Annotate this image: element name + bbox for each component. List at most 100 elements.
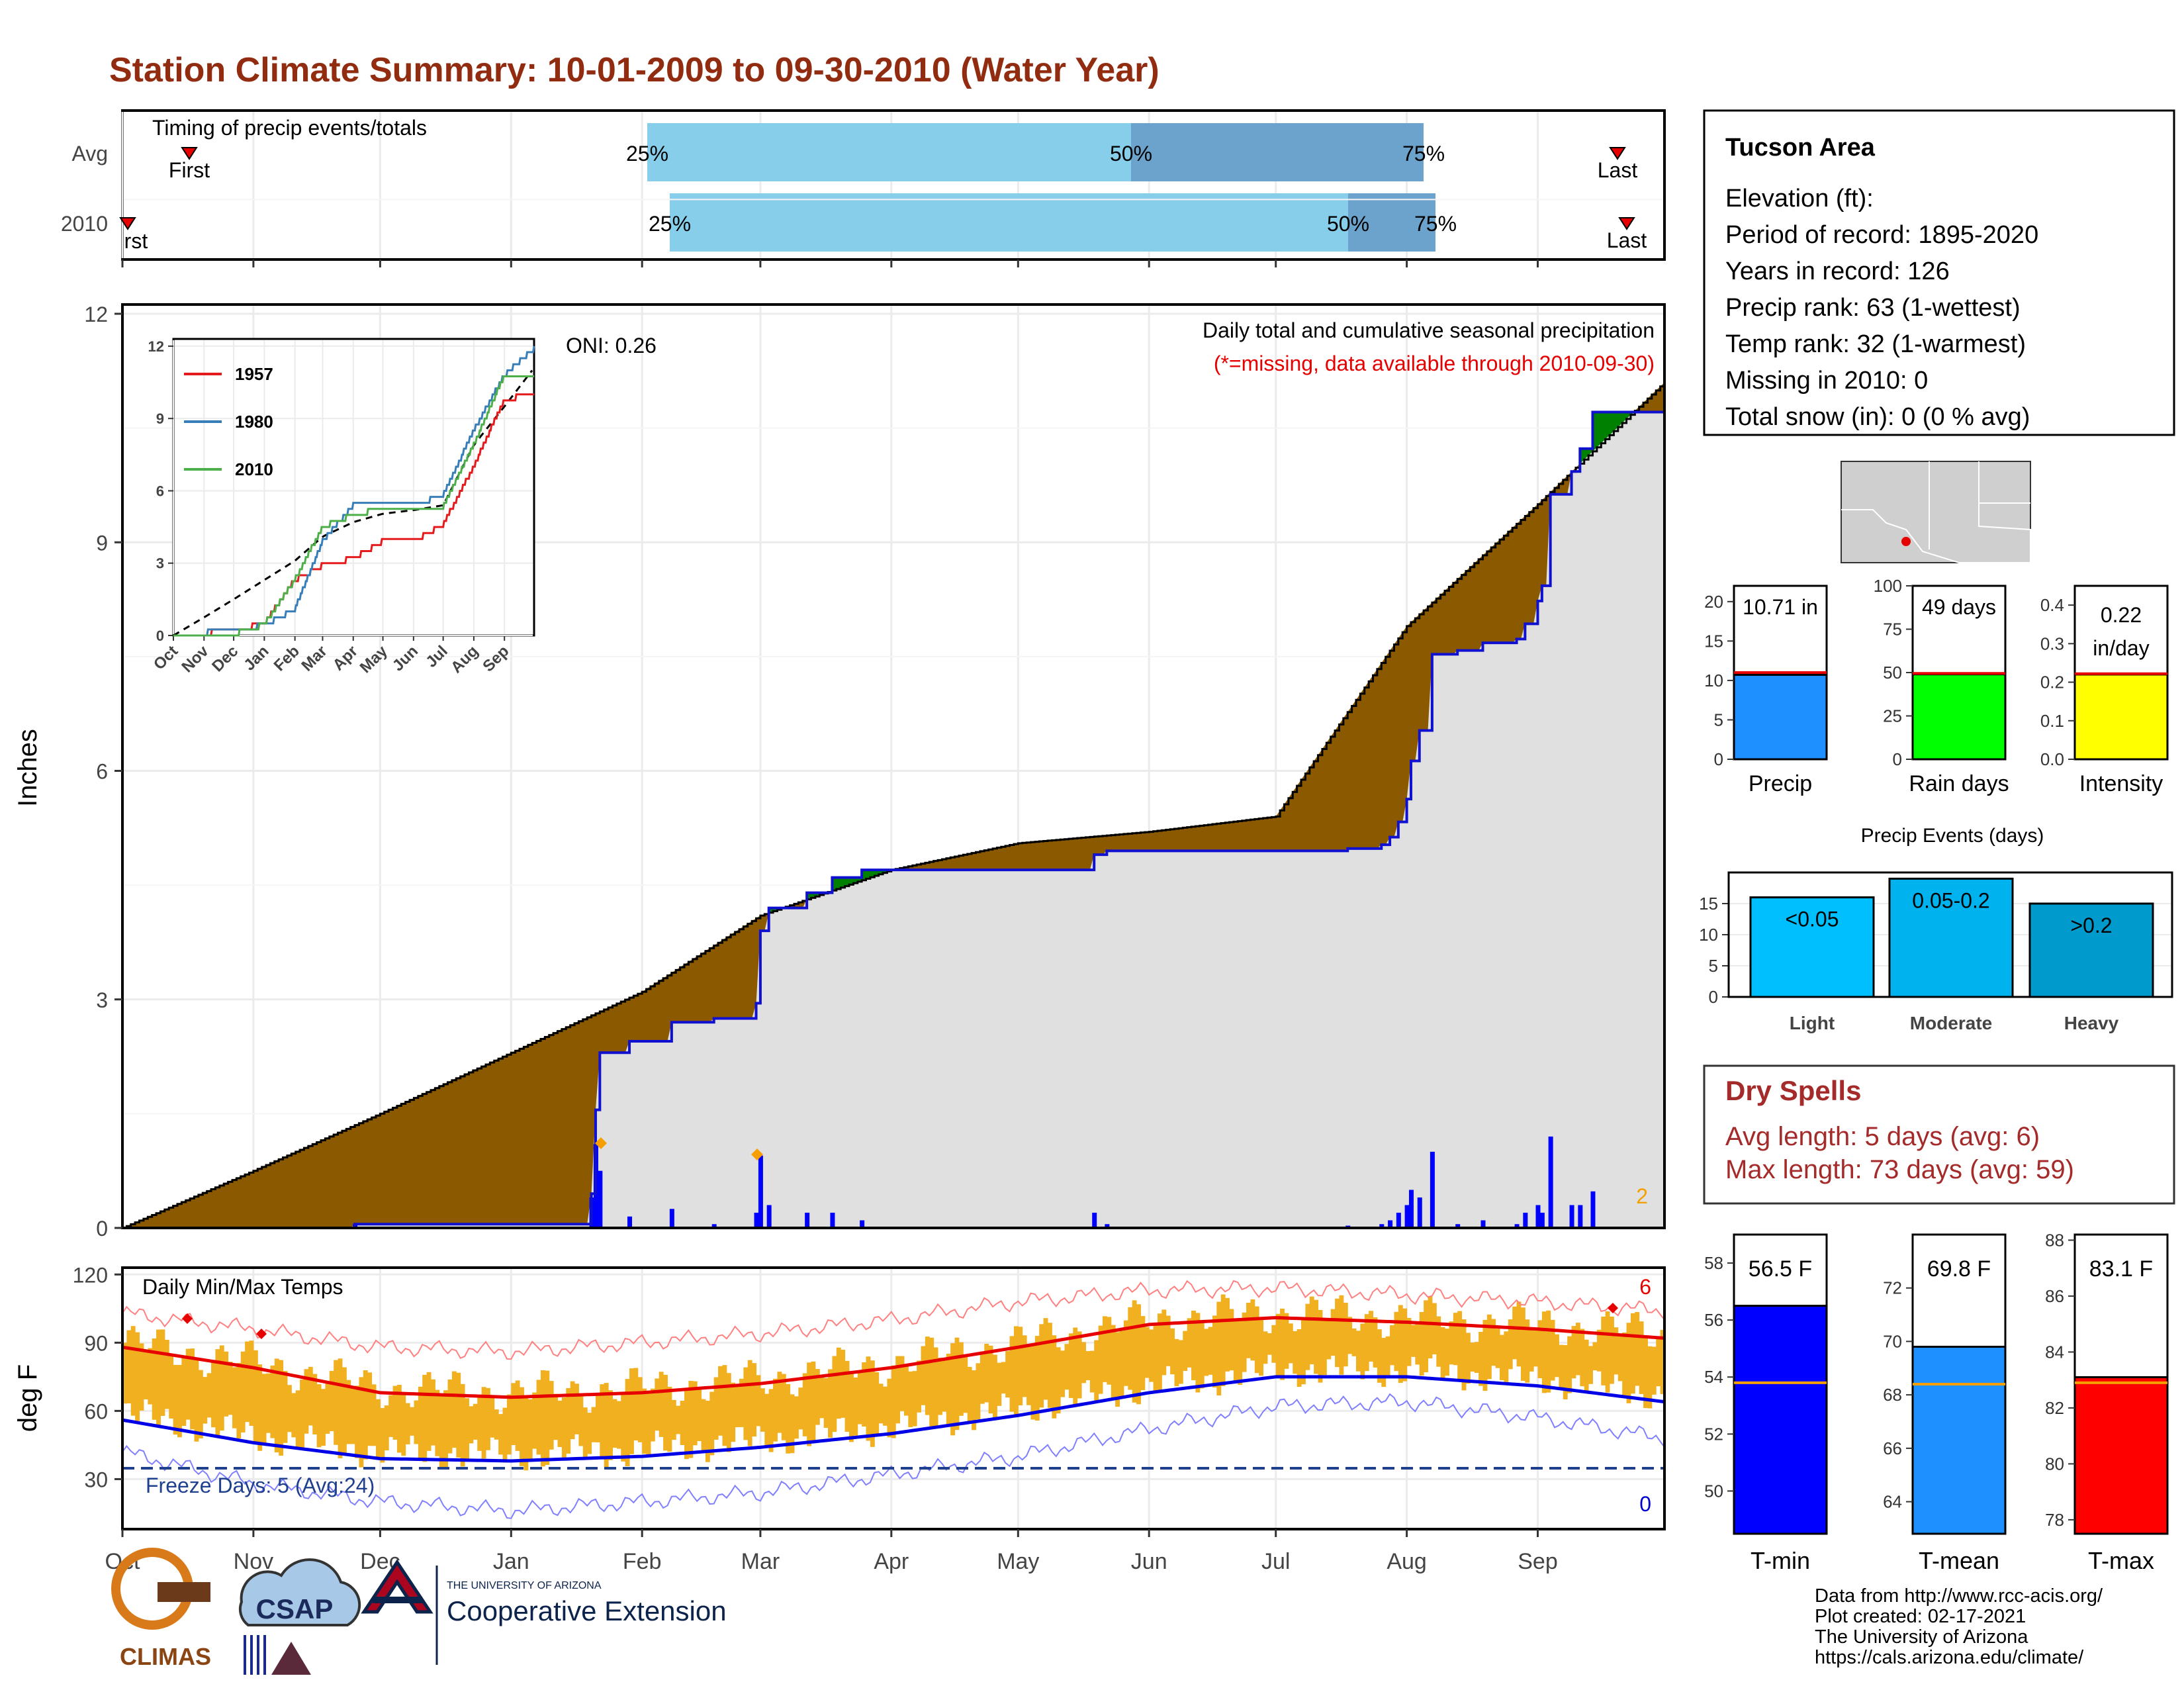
- inset-series-line: [173, 375, 534, 637]
- daily-temp-bar: [781, 1374, 786, 1440]
- daily-temp-bar: [676, 1405, 681, 1434]
- daily-temp-bar: [718, 1366, 723, 1436]
- events-category: Moderate: [1910, 1013, 1992, 1033]
- timing-row-avg: Avg: [71, 142, 108, 165]
- temp-bar-label: T-max: [2088, 1547, 2154, 1574]
- daily-temp-bar: [566, 1387, 571, 1454]
- daily-temp-bar: [1596, 1329, 1602, 1372]
- daily-temp-bar: [764, 1393, 770, 1448]
- daily-temp-bar: [1470, 1342, 1475, 1372]
- daily-temp-bar: [979, 1351, 985, 1404]
- daily-temp-bar: [465, 1398, 469, 1460]
- daily-temp-bar: [946, 1354, 951, 1425]
- daily-temp-bar: [866, 1356, 871, 1441]
- daily-temp-bar: [633, 1368, 639, 1441]
- daily-temp-bar: [1107, 1317, 1112, 1385]
- daily-temp-bar: [527, 1399, 533, 1459]
- ua-extension: Cooperative Extension: [447, 1595, 727, 1626]
- daily-temp-bar: [853, 1377, 858, 1436]
- events-ytick: 0: [1709, 987, 1718, 1007]
- month-tick-label: Mar: [741, 1549, 780, 1574]
- avg-last-label: Last: [1598, 158, 1638, 182]
- daily-temp-bar: [456, 1372, 461, 1458]
- daily-temp-bar: [1039, 1324, 1044, 1408]
- precip-note: Daily total and cumulative seasonal prec…: [1203, 318, 1655, 342]
- info-line: Missing in 2010: 0: [1725, 367, 1928, 395]
- daily-temp-bar: [726, 1373, 731, 1452]
- daily-temp-bar: [473, 1403, 478, 1440]
- daily-temp-bar: [967, 1366, 972, 1424]
- daily-temp-bar: [899, 1356, 905, 1411]
- daily-temp-bar: [659, 1372, 664, 1437]
- daily-temp-bar: [1216, 1301, 1222, 1396]
- daily-temp-bar: [917, 1360, 921, 1413]
- daily-temp-bar: [848, 1372, 854, 1442]
- events-title: Precip Events (days): [1861, 825, 2044, 847]
- page-title: Station Climate Summary: 10-01-2009 to 0…: [109, 51, 1160, 89]
- daily-temp-bar: [506, 1394, 512, 1455]
- daily-temp-bar: [502, 1407, 508, 1463]
- dry-spells-title: Dry Spells: [1725, 1075, 1861, 1106]
- daily-temp-bar: [1567, 1336, 1572, 1393]
- temp-bar-label: T-min: [1751, 1547, 1810, 1574]
- climas-logo-text: CLIMAS: [120, 1643, 211, 1670]
- daily-temp-bar: [1081, 1342, 1086, 1383]
- daily-temp-bar: [616, 1401, 621, 1449]
- mini-bar-value-label: 10.71 in: [1743, 595, 1818, 619]
- precip-events-chart: Precip Events (days) 0 5 10 15 <0.05 Light 0.05…: [1699, 818, 2174, 1033]
- daily-temp-bar: [1520, 1307, 1525, 1382]
- daily-temp-bar: [798, 1387, 803, 1430]
- daily-temp-bar: [1656, 1338, 1661, 1387]
- temp-bar-label: T-mean: [1919, 1547, 1999, 1574]
- daily-temp-bar: [713, 1377, 719, 1440]
- precip-ytick-label: 9: [96, 531, 108, 555]
- daily-temp-bar: [1208, 1327, 1213, 1375]
- cold-count: 0: [1639, 1492, 1651, 1516]
- daily-temp-bar: [815, 1369, 820, 1425]
- daily-temp-bar: [1178, 1340, 1183, 1384]
- daily-temp-bar: [1614, 1327, 1619, 1375]
- events-category: Light: [1790, 1013, 1835, 1033]
- daily-temp-bar: [1330, 1309, 1336, 1356]
- daily-temp-bar: [1559, 1344, 1564, 1389]
- daily-temp-bar: [1322, 1318, 1327, 1376]
- mini-bar-label: Precip: [1749, 771, 1812, 796]
- missing-note: (*=missing, data available through 2010-…: [1214, 352, 1655, 375]
- daily-precip-bar: [766, 1205, 772, 1228]
- hot-count: 6: [1639, 1275, 1651, 1299]
- daily-temp-bar: [363, 1370, 368, 1460]
- daily-temp-bar: [228, 1362, 233, 1415]
- events-bar: [1749, 896, 1875, 998]
- daily-temp-bar: [308, 1366, 313, 1426]
- daily-temp-bar: [1144, 1327, 1150, 1378]
- daily-temp-bar: [1555, 1334, 1559, 1378]
- daily-temp-bar: [1364, 1314, 1369, 1372]
- daily-temp-bar: [688, 1381, 694, 1458]
- daily-temp-bar: [447, 1379, 453, 1454]
- mini-bar-value-label: in/day: [2093, 636, 2149, 660]
- daily-temp-bar: [460, 1383, 465, 1467]
- daily-temp-bar: [608, 1390, 613, 1460]
- daily-temp-bar: [1233, 1319, 1238, 1382]
- temp-ytick-label: 60: [84, 1399, 108, 1423]
- avg-first-marker: [181, 147, 198, 160]
- daily-temp-bar: [1318, 1309, 1323, 1383]
- daily-temp-bar: [574, 1383, 579, 1434]
- inset-legend-label: 2010: [235, 459, 273, 479]
- daily-temp-bar: [908, 1371, 913, 1427]
- daily-temp-bar: [1491, 1319, 1496, 1366]
- daily-precip-bar: [1092, 1212, 1097, 1228]
- footer-line: Data from http://www.rcc-acis.org/: [1815, 1585, 2103, 1607]
- 2010-iqr-bar: [670, 193, 1350, 252]
- daily-temp-bar: [701, 1399, 706, 1452]
- daily-temp-bar: [874, 1372, 880, 1436]
- cloud-icon: [238, 1558, 361, 1626]
- daily-temp-bar: [1453, 1313, 1458, 1366]
- daily-temp-bar: [1398, 1305, 1403, 1383]
- daily-temp-bar: [709, 1391, 715, 1456]
- daily-temp-bar: [1550, 1319, 1555, 1381]
- daily-temp-bar: [1128, 1307, 1133, 1390]
- daily-temp-bar: [1541, 1311, 1547, 1393]
- daily-precip-bar: [1523, 1212, 1528, 1228]
- daily-temp-bar: [1288, 1323, 1293, 1364]
